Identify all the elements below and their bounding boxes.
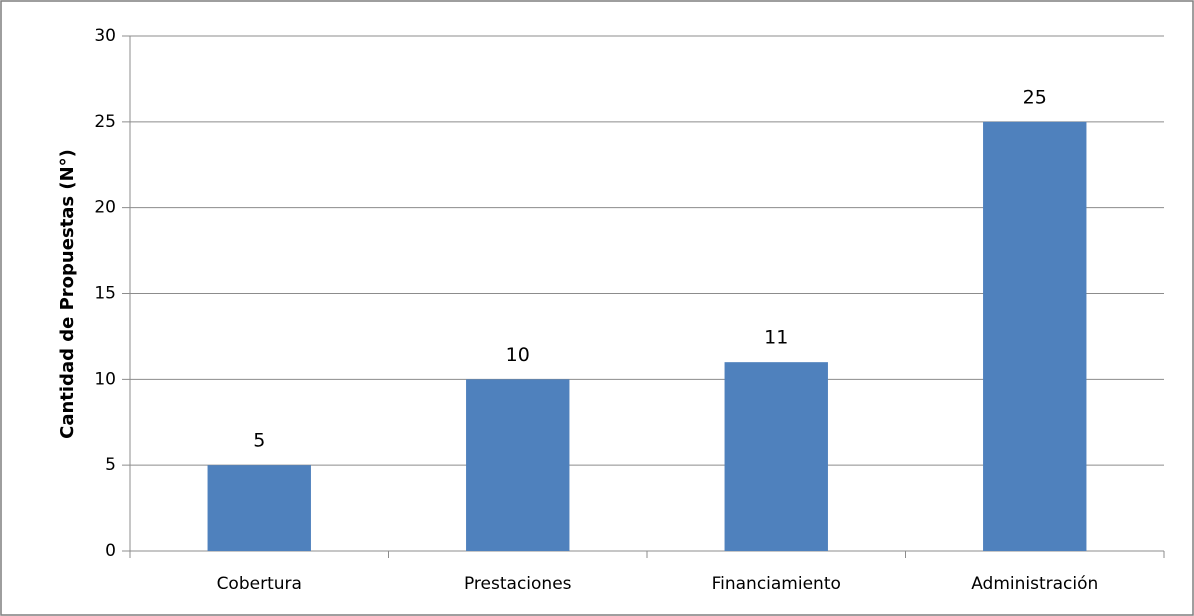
x-tick-label: Cobertura — [217, 574, 302, 594]
bar-prestaciones — [466, 379, 570, 551]
x-tick-labels: Cobertura Prestaciones Financiamiento Admin… — [217, 574, 1099, 594]
x-tick-label: Financiamiento — [712, 574, 841, 594]
bar-financiamiento — [724, 362, 828, 551]
y-tick-label: 0 — [105, 541, 116, 561]
data-label: 10 — [506, 344, 530, 366]
data-label: 5 — [253, 430, 265, 452]
y-tick-labels: 0 5 10 15 20 25 30 — [94, 26, 116, 561]
data-label: 25 — [1023, 86, 1047, 108]
y-tick-label: 25 — [94, 112, 116, 132]
x-tick-label: Administración — [971, 574, 1098, 594]
x-tick-label: Prestaciones — [464, 574, 572, 594]
bar-cobertura — [207, 465, 311, 551]
y-tick-label: 10 — [94, 369, 116, 389]
y-axis-title: Cantidad de Propuestas (N°) — [57, 149, 78, 439]
bar-administración — [983, 121, 1087, 551]
y-tick-label: 5 — [105, 455, 116, 475]
data-label: 11 — [764, 327, 788, 349]
y-tick-label: 15 — [94, 284, 116, 304]
data-labels: 5 10 11 25 — [253, 86, 1047, 451]
y-tick-label: 30 — [94, 26, 116, 46]
y-tick-label: 20 — [94, 198, 116, 218]
bars — [207, 121, 1087, 551]
